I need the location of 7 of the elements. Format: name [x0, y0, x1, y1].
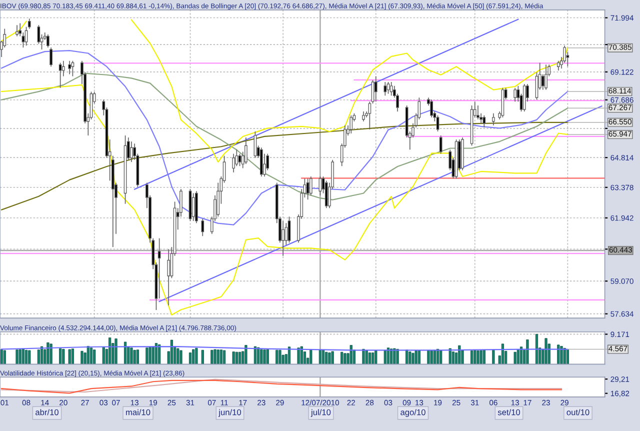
- text: out/10: [566, 409, 590, 416]
- text: mai/10: [126, 409, 150, 416]
- text: abr/10: [36, 409, 58, 416]
- text: jul/10: [310, 409, 331, 417]
- text: ago/10: [400, 409, 426, 417]
- text: set/10: [498, 409, 520, 416]
- text: jun/10: [218, 409, 242, 417]
